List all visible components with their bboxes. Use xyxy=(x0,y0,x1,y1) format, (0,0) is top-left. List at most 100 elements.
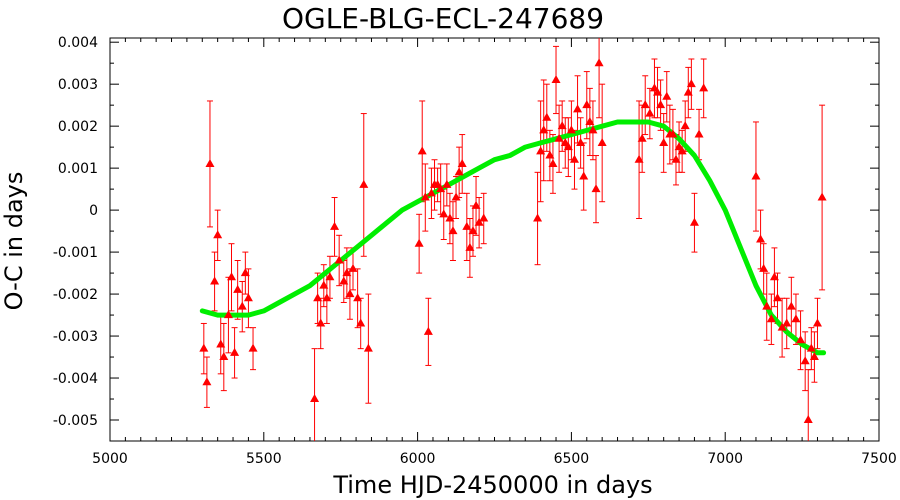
data-point xyxy=(671,154,681,163)
data-point xyxy=(686,79,696,88)
data-point xyxy=(474,217,484,226)
data-point xyxy=(591,184,601,193)
data-point xyxy=(563,142,573,151)
y-tick-label: -0.003 xyxy=(53,329,98,345)
data-point xyxy=(423,326,433,335)
data-point xyxy=(313,293,323,302)
data-point xyxy=(545,150,555,159)
data-point xyxy=(223,310,233,319)
data-point xyxy=(322,293,332,302)
data-point xyxy=(199,343,209,352)
x-tick-label: 5500 xyxy=(246,451,282,467)
plot-area: 5000 5500 6000 6500 7000 7500 0.004 0.003 0.002… xyxy=(53,35,897,467)
data-point xyxy=(548,158,558,167)
data-point xyxy=(656,100,666,109)
y-axis: 0.004 0.003 0.002 0.001 0 -0.001 -0.002 -0.003 -… xyxy=(53,35,879,442)
data-point xyxy=(694,129,704,138)
data-point xyxy=(353,293,363,302)
data-point xyxy=(566,125,576,134)
data-point xyxy=(471,200,481,209)
data-points xyxy=(199,58,827,424)
data-point xyxy=(786,301,796,310)
data-point xyxy=(436,184,446,193)
data-point xyxy=(683,87,693,96)
data-point xyxy=(330,221,340,230)
y-tick-label: 0.004 xyxy=(58,35,98,51)
y-tick-label: -0.004 xyxy=(53,371,98,387)
x-axis: 5000 5500 6000 6500 7000 7500 xyxy=(92,38,897,467)
y-tick-label: 0 xyxy=(89,203,98,219)
data-point xyxy=(809,352,819,361)
data-point xyxy=(796,335,806,344)
data-point xyxy=(576,137,586,146)
data-point xyxy=(420,192,430,201)
data-point xyxy=(539,125,549,134)
data-point xyxy=(542,112,552,121)
data-point xyxy=(588,125,598,134)
data-point xyxy=(468,226,478,235)
data-point xyxy=(465,242,475,251)
data-point xyxy=(356,318,366,327)
data-point xyxy=(634,154,644,163)
data-point xyxy=(243,293,253,302)
data-point xyxy=(248,343,258,352)
error-bars xyxy=(200,38,826,441)
data-point xyxy=(536,146,546,155)
data-point xyxy=(772,293,782,302)
data-point xyxy=(751,171,761,180)
data-point xyxy=(213,230,223,239)
data-point xyxy=(237,301,247,310)
data-point xyxy=(205,158,215,167)
plot-frame xyxy=(109,37,880,442)
data-point xyxy=(680,121,690,130)
data-point xyxy=(817,192,827,201)
data-point xyxy=(791,314,801,323)
data-point xyxy=(597,137,607,146)
data-point xyxy=(426,188,436,197)
data-point xyxy=(662,91,672,100)
y-tick-label: 0.002 xyxy=(58,119,98,135)
data-point xyxy=(762,301,772,310)
data-point xyxy=(533,213,543,222)
data-point xyxy=(554,133,564,142)
data-point xyxy=(439,209,449,218)
data-point xyxy=(585,116,595,125)
y-tick-label: -0.005 xyxy=(53,413,98,429)
y-tick-label: 0.003 xyxy=(58,77,98,93)
data-point xyxy=(806,343,816,352)
data-point xyxy=(573,104,583,113)
x-tick-label: 7000 xyxy=(707,451,743,467)
y-tick-label: -0.002 xyxy=(53,287,98,303)
x-tick-label: 7500 xyxy=(861,451,897,467)
data-point xyxy=(216,339,226,348)
y-tick-label: -0.001 xyxy=(53,245,98,261)
data-point xyxy=(759,263,769,272)
data-point xyxy=(640,100,650,109)
data-point xyxy=(445,213,455,222)
x-tick-label: 5000 xyxy=(92,451,128,467)
data-point xyxy=(457,158,467,167)
data-point xyxy=(339,276,349,285)
data-point xyxy=(699,83,709,92)
data-point xyxy=(637,133,647,142)
data-point xyxy=(782,318,792,327)
data-point xyxy=(319,280,329,289)
data-point xyxy=(557,121,567,130)
data-point xyxy=(668,129,678,138)
data-point xyxy=(227,272,237,281)
fit-curve xyxy=(199,119,827,356)
data-point xyxy=(448,226,458,235)
data-point xyxy=(363,343,373,352)
data-point xyxy=(202,377,212,386)
data-point xyxy=(479,213,489,222)
data-point xyxy=(653,87,663,96)
data-point xyxy=(325,272,335,281)
data-point xyxy=(316,318,326,327)
data-point xyxy=(230,347,240,356)
data-point xyxy=(677,146,687,155)
y-tick-label: 0.001 xyxy=(58,161,98,177)
data-point xyxy=(240,268,250,277)
data-point xyxy=(310,394,320,403)
data-point xyxy=(219,352,229,361)
